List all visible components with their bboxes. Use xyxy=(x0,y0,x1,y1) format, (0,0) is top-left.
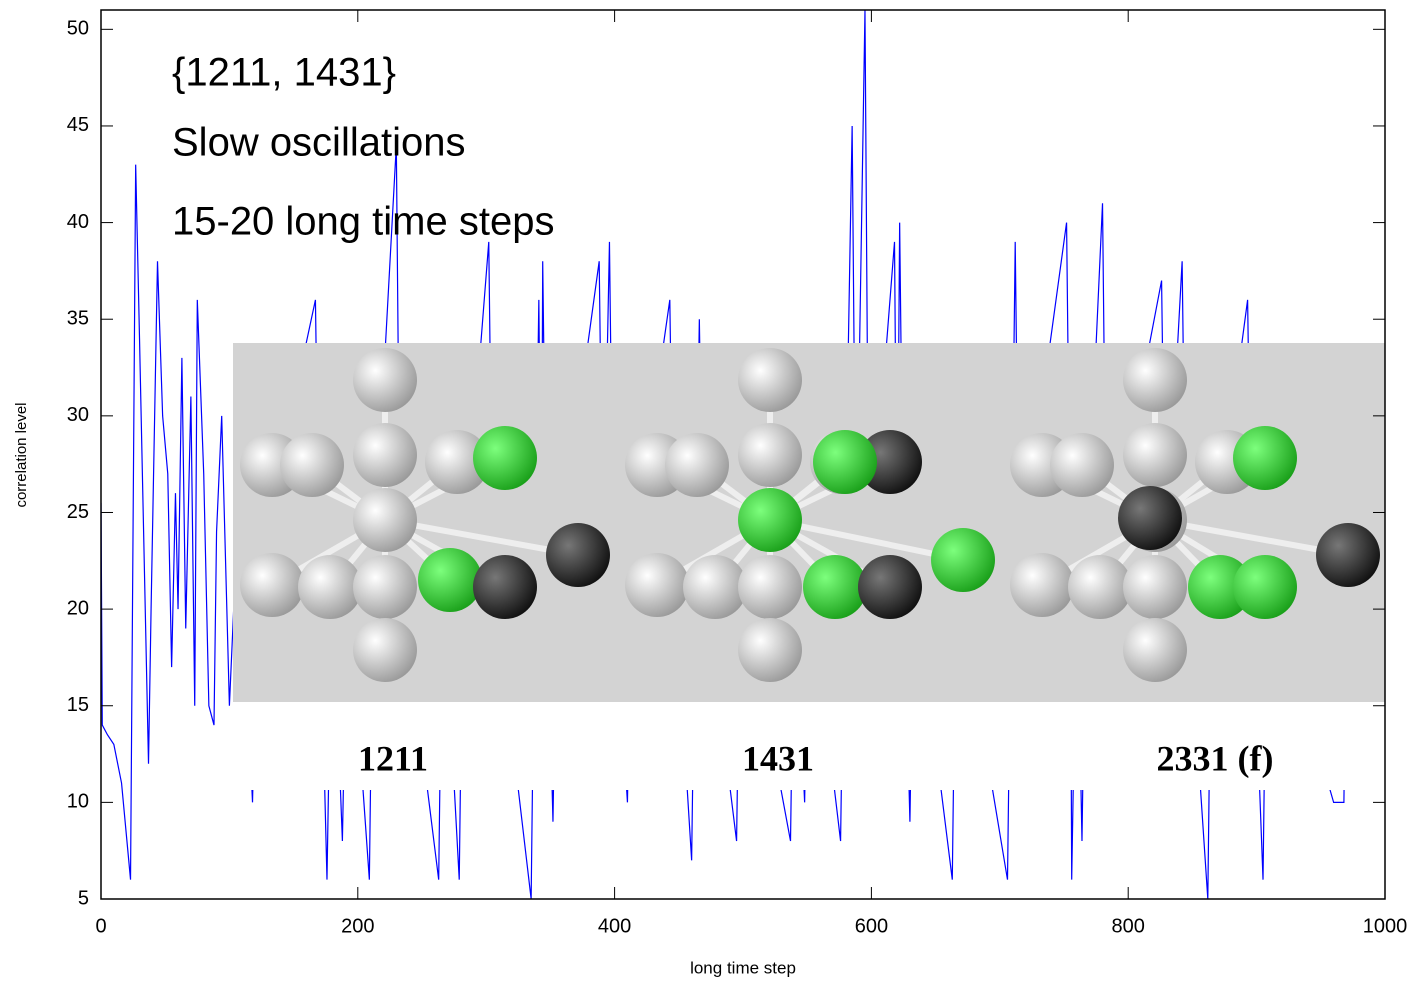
atom xyxy=(683,555,747,619)
x-tick-label: 800 xyxy=(1112,915,1145,937)
structure-label: 1211 xyxy=(358,738,428,778)
structure-label: 2331 (f) xyxy=(1157,738,1274,778)
atom xyxy=(1123,348,1187,412)
y-tick-label: 50 xyxy=(67,18,89,40)
atom xyxy=(1118,486,1182,550)
y-tick-label: 15 xyxy=(67,694,89,716)
y-tick-label: 40 xyxy=(67,211,89,233)
atom xyxy=(931,528,995,592)
y-tick-label: 5 xyxy=(78,887,89,909)
x-tick-label: 1000 xyxy=(1363,915,1408,937)
atom xyxy=(473,426,537,490)
atom xyxy=(353,618,417,682)
bond xyxy=(384,517,579,558)
x-axis-label: long time step xyxy=(690,958,796,977)
inset-background xyxy=(233,343,1385,702)
atom xyxy=(738,488,802,552)
atom xyxy=(738,555,802,619)
atom xyxy=(353,488,417,552)
atom xyxy=(738,423,802,487)
atom xyxy=(1123,555,1187,619)
inset-image xyxy=(233,343,1385,790)
bond xyxy=(1154,517,1349,558)
atom xyxy=(1233,426,1297,490)
atom xyxy=(813,430,877,494)
atom xyxy=(1233,555,1297,619)
atom xyxy=(1068,555,1132,619)
atom xyxy=(665,433,729,497)
atom xyxy=(353,348,417,412)
atom xyxy=(858,555,922,619)
y-tick-label: 30 xyxy=(67,404,89,426)
atom xyxy=(738,618,802,682)
atom xyxy=(738,348,802,412)
atom xyxy=(803,555,867,619)
atom xyxy=(1010,553,1074,617)
atom xyxy=(1123,423,1187,487)
atom xyxy=(240,553,304,617)
annotation: Slow oscillations xyxy=(172,121,465,165)
atom xyxy=(418,548,482,612)
y-tick-label: 20 xyxy=(67,597,89,619)
atom xyxy=(1188,555,1252,619)
x-tick-label: 400 xyxy=(598,915,631,937)
inset-caption-area xyxy=(233,702,1385,790)
structure-label: 1431 xyxy=(742,738,814,778)
atom xyxy=(353,555,417,619)
atom xyxy=(1123,618,1187,682)
atom xyxy=(858,430,922,494)
x-tick-label: 0 xyxy=(95,915,106,937)
x-tick-label: 600 xyxy=(855,915,888,937)
atom xyxy=(298,555,362,619)
y-tick-label: 10 xyxy=(67,791,89,813)
x-tick-label: 200 xyxy=(341,915,374,937)
y-axis-label: correlation level xyxy=(13,402,30,507)
atom xyxy=(1050,433,1114,497)
atom xyxy=(353,423,417,487)
atom xyxy=(546,523,610,587)
atom xyxy=(1316,523,1380,587)
atom xyxy=(473,555,537,619)
plot-frame xyxy=(100,9,1386,900)
y-tick-label: 25 xyxy=(67,501,89,523)
annotation: {1211, 1431} xyxy=(172,51,396,95)
atom xyxy=(625,553,689,617)
bond xyxy=(769,517,964,563)
y-tick-label: 35 xyxy=(67,307,89,329)
y-tick-label: 45 xyxy=(67,114,89,136)
atom xyxy=(425,430,489,494)
annotation: 15-20 long time steps xyxy=(172,200,554,244)
atom xyxy=(280,433,344,497)
